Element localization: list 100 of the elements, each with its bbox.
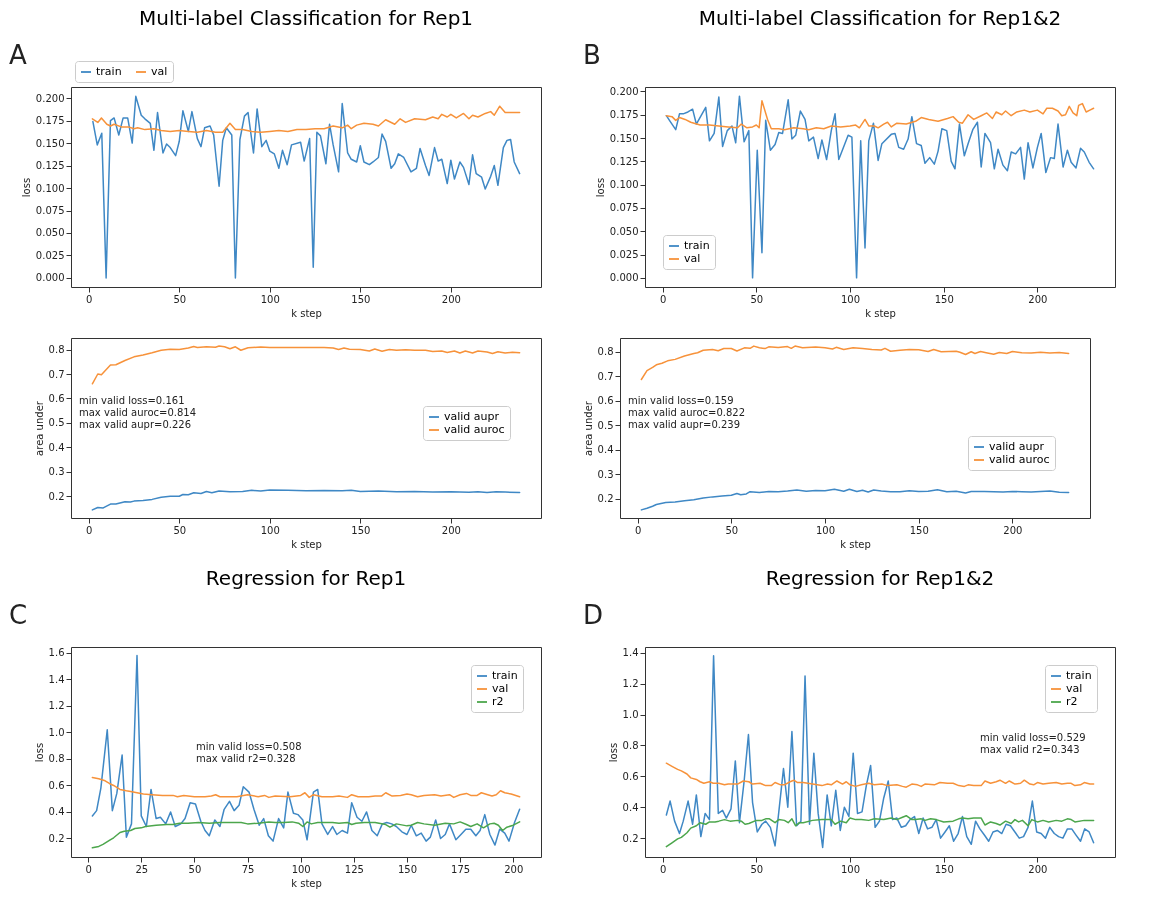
y-tick-label: 1.0 <box>48 726 65 738</box>
chart-title: Multi-label Classification for Rep1 <box>138 6 474 30</box>
y-tick-label: 0.100 <box>609 179 639 191</box>
x-tick-label: 50 <box>750 863 764 875</box>
legend-label: train <box>96 65 122 78</box>
line-series <box>91 345 521 385</box>
x-tick-label: 150 <box>351 293 371 305</box>
y-tick-label: 0.175 <box>35 115 65 127</box>
x-axis-title: k step <box>840 538 871 550</box>
y-tick-label: 1.0 <box>622 709 639 721</box>
legend-label: valid auroc <box>444 423 505 436</box>
x-axis-title: k step <box>291 538 322 550</box>
y-tick-label: 0.2 <box>48 832 65 844</box>
y-axis-title: area under <box>582 400 594 456</box>
x-tick-label: 200 <box>1028 863 1048 875</box>
y-axis-title: loss <box>594 177 606 198</box>
annotation: min valid loss=0.508 <box>196 741 302 752</box>
y-tick-label: 0.175 <box>609 109 639 121</box>
x-tick-label: 175 <box>451 863 471 875</box>
y-tick-label: 0.6 <box>48 779 65 791</box>
text: A <box>9 40 27 70</box>
y-tick-label: 0.025 <box>35 249 65 261</box>
x-tick-label: 100 <box>291 863 311 875</box>
legend-label: valid aupr <box>989 440 1045 453</box>
chart-title: Multi-label Classification for Rep1&2 <box>698 6 1062 30</box>
line-series <box>91 821 521 849</box>
y-tick-label: 1.4 <box>622 647 639 659</box>
x-tick-label: 50 <box>173 524 187 536</box>
y-tick-label: 0.3 <box>48 466 65 478</box>
x-tick-label: 0 <box>659 293 667 305</box>
x-tick-label: 150 <box>934 293 954 305</box>
legend-label: r2 <box>492 695 504 708</box>
y-tick-label: 0.025 <box>609 249 639 261</box>
y-tick-label: 0.050 <box>35 227 65 239</box>
x-axis-title: k step <box>865 877 896 889</box>
line-series <box>665 100 1095 131</box>
legend-label: train <box>684 239 710 252</box>
x-tick-label: 200 <box>441 524 461 536</box>
x-tick-label: 50 <box>750 293 764 305</box>
x-tick-label: 100 <box>815 524 836 536</box>
y-tick-label: 0.4 <box>48 441 65 453</box>
y-tick-label: 0.7 <box>48 368 65 380</box>
x-tick-label: 75 <box>241 863 255 875</box>
legend-label: valid aupr <box>444 410 500 423</box>
y-tick-label: 0.4 <box>48 806 65 818</box>
y-tick-label: 0.5 <box>597 419 614 431</box>
annotation: max valid aupr=0.226 <box>79 419 192 430</box>
line-series <box>665 95 1095 279</box>
y-tick-label: 0.075 <box>609 202 639 214</box>
line-series <box>665 655 1095 849</box>
line-series <box>91 654 521 846</box>
x-tick-label: 200 <box>1003 524 1023 536</box>
x-tick-label: 0 <box>659 863 667 875</box>
x-tick-label: 100 <box>260 524 280 536</box>
x-tick-label: 50 <box>725 524 739 536</box>
line-series <box>665 814 1095 848</box>
annotation: max valid r2=0.343 <box>980 744 1080 755</box>
y-tick-label: 0.7 <box>597 370 614 382</box>
y-tick-label: 0.8 <box>622 739 639 751</box>
y-tick-label: 0.5 <box>48 417 65 429</box>
y-tick-label: 0.200 <box>609 85 639 97</box>
x-tick-label: 0 <box>85 863 92 875</box>
y-tick-label: 0.000 <box>35 272 65 284</box>
y-tick-label: 0.6 <box>48 392 65 404</box>
x-tick-label: 200 <box>1028 293 1048 305</box>
x-tick-label: 200 <box>504 863 524 875</box>
x-axis-title: k step <box>865 307 896 319</box>
y-tick-label: 0.125 <box>609 155 639 167</box>
y-tick-label: 0.8 <box>48 344 65 356</box>
x-tick-label: 0 <box>86 524 93 536</box>
legend-label: r2 <box>1066 695 1078 708</box>
line-series <box>640 488 1070 511</box>
x-tick-label: 0 <box>86 293 93 305</box>
y-tick-label: 0.6 <box>622 770 639 782</box>
annotation: max valid r2=0.328 <box>196 753 296 764</box>
x-axis-title: k step <box>291 877 322 889</box>
y-tick-label: 1.2 <box>622 678 639 690</box>
legend-label: val <box>492 682 509 695</box>
y-tick-label: 0.150 <box>35 137 65 149</box>
x-tick-label: 50 <box>188 863 202 875</box>
chart-title: Regression for Rep1 <box>205 566 407 590</box>
x-tick-label: 100 <box>840 293 861 305</box>
y-tick-label: 0.2 <box>597 493 614 505</box>
y-tick-label: 0.100 <box>35 182 65 194</box>
y-tick-label: 1.6 <box>48 647 65 659</box>
y-tick-label: 1.4 <box>48 673 65 685</box>
x-tick-label: 100 <box>840 863 861 875</box>
legend-label: train <box>1066 669 1092 682</box>
line-series <box>91 105 521 134</box>
text: D <box>583 600 604 630</box>
legend-label: val <box>1066 682 1083 695</box>
y-tick-label: 0.4 <box>597 444 614 456</box>
x-tick-label: 50 <box>173 293 187 305</box>
y-axis-title: area under <box>33 400 45 456</box>
legend-label: valid auroc <box>989 453 1050 466</box>
y-tick-label: 0.8 <box>48 753 65 765</box>
legend-label: train <box>492 669 518 682</box>
y-tick-label: 0.000 <box>609 272 639 284</box>
y-tick-label: 0.150 <box>609 132 639 144</box>
y-tick-label: 0.050 <box>609 225 639 237</box>
